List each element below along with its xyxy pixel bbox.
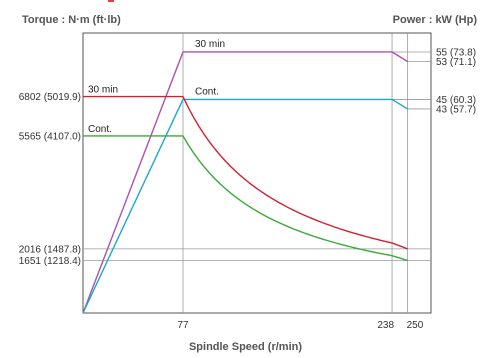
series-line-power-0: [82, 51, 408, 314]
header-accent-mark: [108, 0, 114, 2]
torque-tick-label-3: 1651 (1218.4): [19, 256, 81, 267]
torque-series-label-0: 30 min: [88, 85, 118, 96]
power-series-label-1: Cont.: [195, 86, 219, 97]
x-tick-label-1: 238: [377, 320, 394, 331]
series-line-torque-1: [83, 135, 408, 262]
torque-axis-title: Torque : N·m (ft·lb): [22, 14, 121, 26]
torque-series-label-1: Cont.: [88, 124, 112, 135]
x-tick-label-0: 77: [177, 320, 189, 331]
torque-tick-label-0: 6802 (5019.9): [19, 92, 81, 103]
series-line-torque-0: [83, 95, 408, 250]
plot-frame: [82, 32, 432, 314]
power-tick-label-0: 55 (73.8): [436, 47, 476, 58]
power-tick-label-2: 45 (60.3): [436, 95, 476, 106]
x-tick-label-2: 250: [407, 320, 424, 331]
torque-tick-label-2: 2016 (1487.8): [19, 244, 81, 255]
power-axis-title: Power : kW (Hp): [392, 14, 477, 26]
series-line-power-1: [82, 98, 408, 314]
power-tick-label-3: 43 (57.7): [436, 104, 476, 115]
power-series-label-0: 30 min: [195, 39, 225, 50]
x-axis-title: Spindle Speed (r/min): [188, 341, 303, 353]
power-tick-label-1: 53 (71.1): [436, 57, 476, 68]
torque-tick-label-1: 5565 (4107.0): [19, 131, 81, 142]
